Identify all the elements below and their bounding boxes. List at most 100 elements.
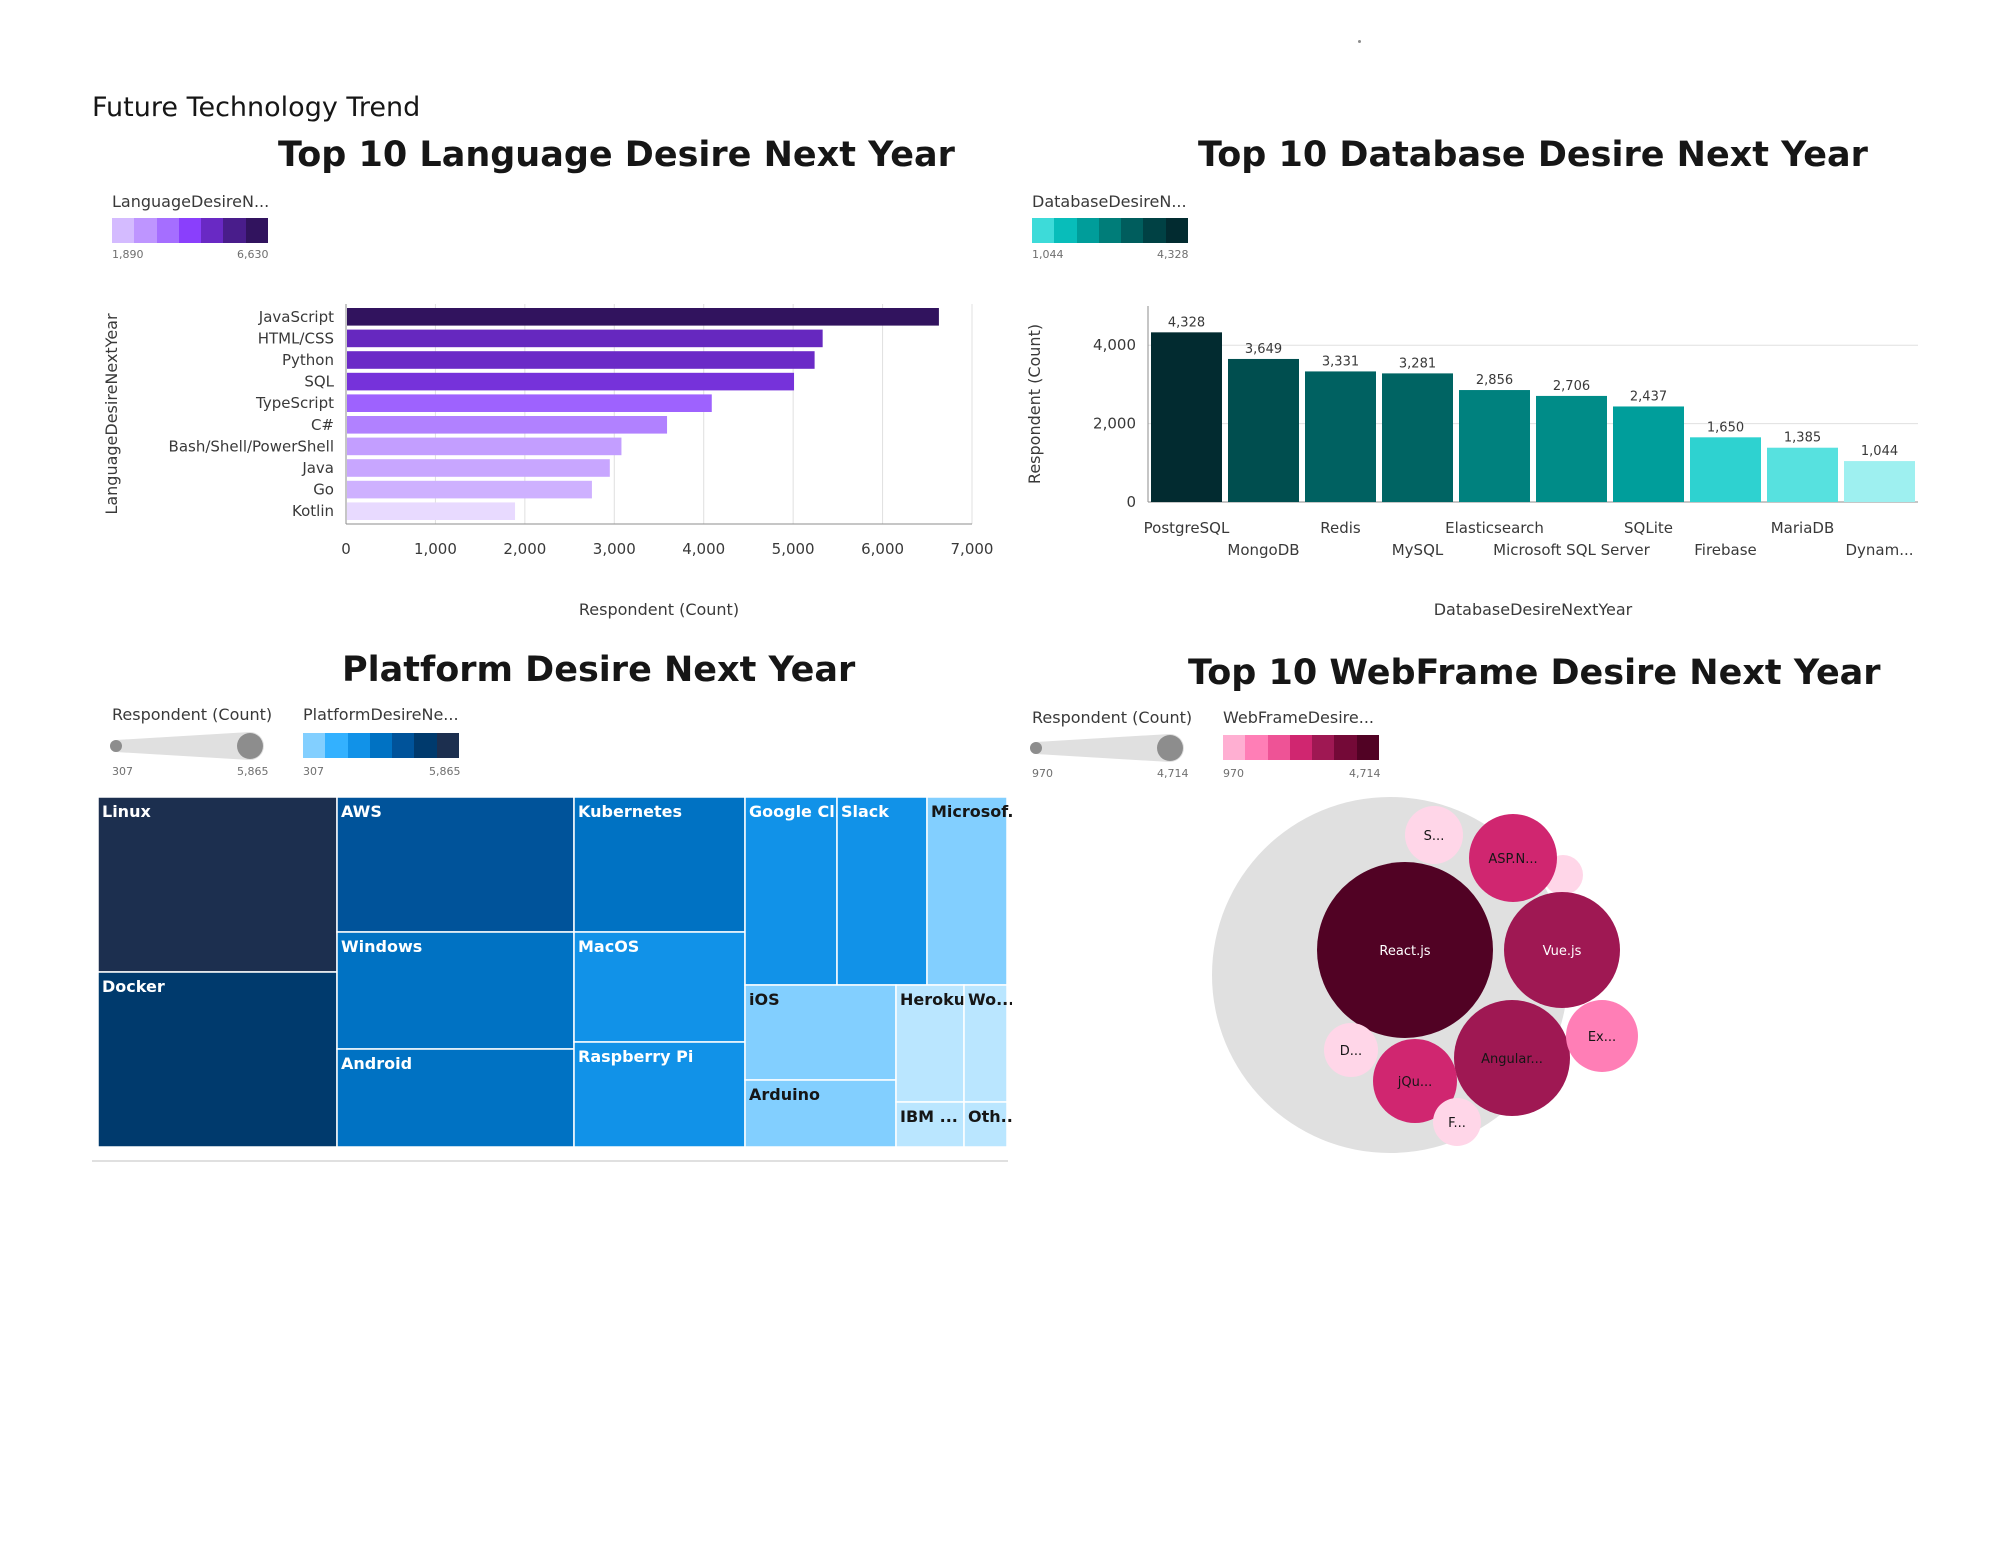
treemap-cell [336, 796, 575, 933]
language-legend-swatch [201, 218, 224, 243]
treemap-cell [97, 971, 338, 1148]
y-tick-label: Kotlin [292, 502, 334, 520]
webframe-size-legend [1030, 734, 1184, 762]
treemap-label: Arduino [749, 1085, 820, 1104]
database-legend-min: 1,044 [1032, 248, 1064, 261]
treemap-label: Wo... [968, 990, 1012, 1009]
x-tick-label: MariaDB [1771, 519, 1835, 537]
bar [347, 394, 712, 412]
y-tick-label: C# [311, 416, 334, 434]
language-legend-swatch [223, 218, 246, 243]
platform-legend-swatch [436, 733, 459, 758]
bar [347, 437, 622, 456]
database-color-legend [1032, 218, 1188, 243]
bubble [1317, 862, 1493, 1038]
language-legend-swatch [112, 218, 135, 243]
webframe-legend-swatch [1334, 735, 1357, 760]
platform-chart-panel: Platform Desire Next Year Respondent (Co… [92, 645, 1012, 1165]
y-tick-label: 2,000 [1093, 415, 1136, 433]
treemap-label: Google Cl... [749, 802, 853, 821]
x-tick-label: Elasticsearch [1445, 519, 1544, 537]
platform-size-legend [110, 732, 264, 760]
y-tick-label: JavaScript [258, 308, 334, 326]
language-legend-swatch [178, 218, 202, 243]
x-tick-label: SQLite [1624, 519, 1673, 537]
bubble [1454, 1000, 1570, 1116]
treemap-cell [963, 1101, 1008, 1148]
bubble [1566, 1000, 1638, 1072]
webframe-bubble-chart: React.js Vue.js Angular... ASP.N... jQu... Ex… [1212, 797, 1638, 1153]
treemap-cell [97, 796, 338, 973]
bar [1536, 395, 1607, 502]
webframe-legend-swatch [1245, 735, 1268, 760]
bar [347, 416, 668, 434]
bar [1690, 437, 1761, 502]
webframe-legend-swatch [1356, 735, 1379, 760]
bubble-label: Angular... [1481, 1052, 1543, 1067]
treemap-cell [926, 796, 1008, 986]
platform-color-legend-title: PlatformDesireNe... [303, 705, 459, 724]
platform-legend-min: 307 [303, 765, 324, 778]
corner-dot [1358, 40, 1361, 43]
data-label: 3,649 [1245, 342, 1282, 357]
database-legend-swatch [1165, 218, 1188, 243]
treemap-cell [336, 931, 575, 1050]
treemap-label: AWS [341, 802, 382, 821]
treemap-label: Heroku [900, 990, 965, 1009]
platform-legend-max: 5,865 [429, 765, 461, 778]
y-tick-label: HTML/CSS [258, 329, 334, 347]
treemap-label: Microsof... [931, 802, 1012, 821]
webframe-chart-panel: Top 10 WebFrame Desire Next Year Respond… [1012, 645, 1932, 1165]
database-legend-swatch [1143, 218, 1166, 243]
bubble-label: React.js [1379, 944, 1430, 959]
x-tick-label: Microsoft SQL Server [1493, 541, 1651, 559]
data-label: 3,331 [1322, 354, 1359, 369]
bubble-label: Vue.js [1543, 944, 1582, 959]
language-color-legend [112, 218, 268, 243]
data-label: 2,437 [1630, 389, 1667, 404]
bubble [1504, 892, 1620, 1008]
platform-legend-swatch [347, 733, 370, 758]
bar [347, 372, 795, 391]
bubble [1373, 1039, 1457, 1123]
x-tick-label: 6,000 [861, 540, 904, 558]
webframe-size-min: 970 [1032, 767, 1053, 780]
language-legend-title: LanguageDesireN... [112, 192, 270, 211]
platform-treemap: Linux Docker AWS Windows Android Kubernetes Ma… [97, 796, 1012, 1148]
platform-size-max: 5,865 [237, 765, 269, 778]
data-label: 3,281 [1399, 356, 1436, 371]
webframe-legend-max: 4,714 [1349, 767, 1381, 780]
webframe-color-legend [1223, 735, 1379, 760]
x-tick-label: 2,000 [503, 540, 546, 558]
x-tick-label: 0 [341, 540, 351, 558]
treemap-cell [744, 1079, 897, 1148]
y-axis-title: LanguageDesireNextYear [102, 313, 121, 515]
x-tick-label: 3,000 [593, 540, 636, 558]
database-chart-panel: Top 10 Database Desire Next Year Databas… [1012, 130, 1932, 630]
treemap-cell [836, 796, 928, 986]
bar [1767, 447, 1838, 502]
treemap-label: Oth... [968, 1107, 1012, 1126]
language-legend-max: 6,630 [237, 248, 269, 261]
data-label: 1,385 [1784, 431, 1821, 446]
x-axis-title: Respondent (Count) [579, 600, 739, 619]
panel-divider [92, 1160, 1008, 1162]
dashboard-title: Future Technology Trend [92, 92, 421, 123]
bar [347, 351, 815, 369]
bubble-label: S... [1424, 829, 1445, 844]
platform-size-min: 307 [112, 765, 133, 778]
treemap-label: Kubernetes [578, 802, 682, 821]
platform-legend-swatch [369, 733, 393, 758]
bar [1151, 332, 1222, 502]
language-legend-min: 1,890 [112, 248, 144, 261]
database-bar-chart: 0 2,000 4,000 4,328 PostgreSQL 3,649 MongoDB 3,… [1025, 306, 1918, 619]
bar [347, 502, 516, 520]
database-legend-swatch [1054, 218, 1077, 243]
webframe-legend-swatch [1267, 735, 1290, 760]
webframe-legend-swatch [1289, 735, 1313, 760]
webframe-legend-swatch [1312, 735, 1335, 760]
bar [1228, 358, 1299, 502]
platform-size-legend-title: Respondent (Count) [112, 705, 273, 724]
data-label: 2,706 [1553, 379, 1590, 394]
treemap-cell [336, 1048, 575, 1148]
